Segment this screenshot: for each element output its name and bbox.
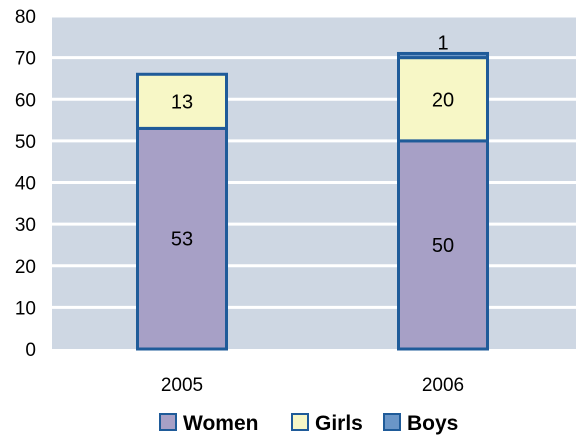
y-tick-label: 60 [15,90,36,111]
legend-label-girls: Girls [315,412,363,435]
x-tick-label: 2006 [422,375,464,396]
y-tick-label: 50 [15,132,36,153]
bar-segment-women-2006 [397,139,489,351]
y-tick-label: 70 [15,49,36,70]
y-axis-tick-labels: 0 10 20 30 40 50 60 70 80 [15,7,36,361]
data-label-girls-2006: 20 [432,89,454,111]
y-tick-label: 10 [15,298,36,319]
legend: Women Girls Boys [159,412,458,435]
legend-label-boys: Boys [407,412,458,435]
y-tick-label: 80 [15,7,36,28]
y-tick-label: 40 [15,174,36,195]
legend-swatch-girls [291,413,309,431]
data-label-girls-2005: 13 [171,91,193,113]
legend-label-women: Women [183,412,258,435]
y-tick-label: 0 [25,340,36,361]
bars: 53 13 50 20 1 [136,32,489,351]
x-axis-tick-labels: 2005 2006 [161,375,464,396]
y-tick-label: 20 [15,257,36,278]
bar-segment-girls-2005 [136,72,228,130]
legend-swatch-boys [383,413,401,431]
data-label-women-2005: 53 [171,229,193,251]
bar-segment-boys-2006 [397,51,489,60]
bar-segment-women-2005 [136,126,228,351]
bar-segment-girls-2006 [397,56,489,143]
legend-swatch-women [159,413,177,431]
data-label-boys-2006: 1 [437,32,448,54]
data-label-women-2006: 50 [432,235,454,257]
x-tick-label: 2005 [161,375,203,396]
y-tick-label: 30 [15,215,36,236]
